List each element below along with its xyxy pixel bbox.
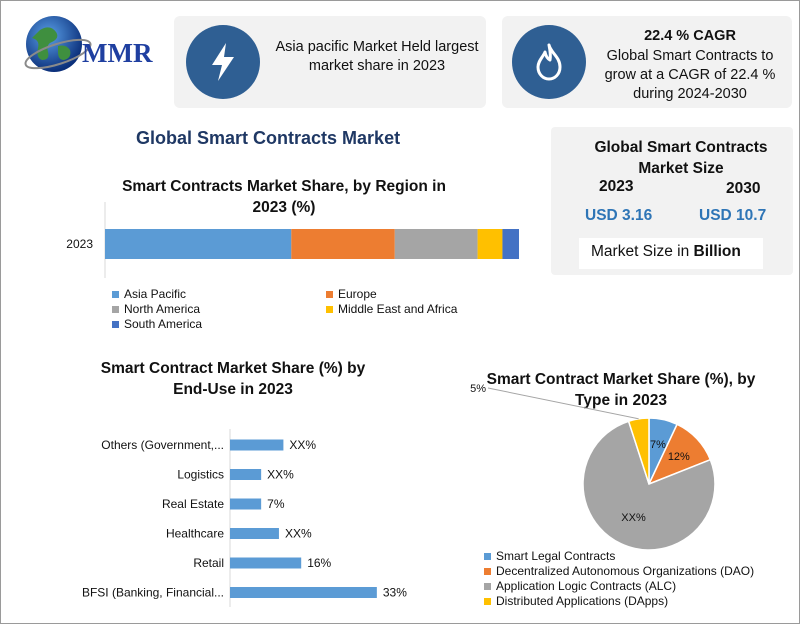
logo-text: MMR bbox=[82, 38, 153, 68]
legend-label: North America bbox=[124, 302, 201, 316]
legend-label: Distributed Applications (DApps) bbox=[496, 594, 669, 608]
region-legend-item: North America bbox=[112, 302, 200, 316]
region-bar-segment bbox=[291, 229, 395, 259]
legend-swatch bbox=[112, 305, 119, 313]
pie-legend-item: Decentralized Autonomous Organizations (… bbox=[484, 564, 754, 578]
region-chart-title: Smart Contracts Market Share, by Region … bbox=[122, 178, 446, 216]
enduse-data-label: XX% bbox=[267, 468, 294, 482]
region-bar-segment bbox=[477, 229, 503, 259]
pie-legend-item: Application Logic Contracts (ALC) bbox=[484, 579, 676, 593]
market-size-value-2030: USD 10.7 bbox=[699, 207, 767, 224]
lightning-icon bbox=[212, 43, 234, 81]
logo: MMR bbox=[18, 10, 168, 80]
enduse-bar bbox=[230, 587, 377, 598]
globe-icon bbox=[24, 16, 92, 72]
pie-data-label: XX% bbox=[621, 512, 646, 524]
legend-swatch bbox=[112, 290, 119, 298]
enduse-bar bbox=[230, 528, 279, 539]
legend-swatch bbox=[484, 567, 491, 575]
enduse-category-label: BFSI (Banking, Financial... bbox=[82, 586, 224, 600]
market-size-unit-box: Market Size in Billion bbox=[579, 238, 763, 269]
pie-data-label: 12% bbox=[668, 451, 690, 463]
region-highlight-card: Asia pacific Market Held largest market … bbox=[174, 16, 486, 108]
market-size-card: Global Smart Contracts Market Size 2023 … bbox=[551, 127, 793, 275]
legend-label: Middle East and Africa bbox=[338, 302, 458, 316]
region-legend: Asia Pacific Europe North America Middle Ea… bbox=[112, 287, 492, 335]
legend-swatch bbox=[326, 290, 333, 298]
enduse-bar bbox=[230, 439, 284, 451]
legend-label: Decentralized Autonomous Organizations (… bbox=[496, 564, 755, 578]
enduse-category-label: Real Estate bbox=[162, 497, 224, 511]
region-legend-item: Asia Pacific bbox=[112, 287, 186, 301]
region-category-label: 2023 bbox=[66, 237, 93, 251]
region-stacked-bar-chart: 2023 bbox=[66, 202, 519, 278]
lightning-icon-badge bbox=[186, 25, 260, 99]
region-legend-item: South America bbox=[112, 317, 202, 331]
cagr-text: Global Smart Contracts to grow at a CAGR… bbox=[604, 48, 776, 102]
enduse-bar bbox=[230, 469, 262, 480]
enduse-category-label: Others (Government,... bbox=[101, 438, 224, 452]
enduse-bar bbox=[230, 557, 302, 569]
market-size-year-2023: 2023 bbox=[599, 178, 634, 195]
enduse-category-label: Healthcare bbox=[166, 527, 224, 541]
legend-swatch bbox=[484, 552, 491, 560]
flame-icon-badge bbox=[512, 25, 586, 99]
enduse-data-label: 7% bbox=[267, 497, 285, 511]
legend-label: Smart Legal Contracts bbox=[496, 549, 616, 563]
pie-leader-line bbox=[487, 387, 639, 420]
market-size-year-2030: 2030 bbox=[726, 180, 761, 197]
market-size-unit-prefix: Market Size in bbox=[591, 243, 694, 260]
legend-label: Asia Pacific bbox=[124, 287, 187, 301]
enduse-data-label: 33% bbox=[383, 586, 407, 600]
region-legend-item: Europe bbox=[326, 287, 377, 301]
pie-legend-item: Smart Legal Contracts bbox=[484, 549, 615, 563]
type-pie-legend: Smart Legal Contracts Decentralized Auton… bbox=[484, 549, 784, 613]
type-pie-chart: 7%12% XX% 5% bbox=[470, 383, 716, 551]
region-bar-segment bbox=[502, 229, 519, 259]
enduse-data-label: 16% bbox=[307, 556, 331, 570]
enduse-data-label: XX% bbox=[289, 438, 316, 452]
legend-swatch bbox=[484, 597, 491, 605]
enduse-bar bbox=[230, 498, 262, 510]
enduse-bar-chart: Others (Government,... XX% Logistics XX% Rea… bbox=[82, 429, 407, 607]
cagr-title: 22.4 % CAGR bbox=[644, 28, 736, 44]
cagr-card: 22.4 % CAGR Global Smart Contracts to gr… bbox=[502, 16, 792, 108]
region-bar-segment bbox=[105, 229, 292, 259]
pie-slice bbox=[582, 420, 716, 551]
market-size-unit-bold: Billion bbox=[693, 243, 741, 260]
enduse-category-label: Logistics bbox=[177, 468, 224, 482]
enduse-chart-title: Smart Contract Market Share (%) by End-U… bbox=[100, 360, 366, 398]
pie-slice bbox=[627, 417, 650, 485]
region-highlight-text: Asia pacific Market Held largest market … bbox=[275, 39, 479, 74]
pie-data-label: 7% bbox=[650, 439, 666, 451]
enduse-data-label: XX% bbox=[285, 527, 312, 541]
flame-icon bbox=[536, 43, 562, 81]
legend-label: South America bbox=[124, 317, 203, 331]
market-size-value-2023: USD 3.16 bbox=[585, 207, 653, 224]
legend-label: Application Logic Contracts (ALC) bbox=[496, 579, 677, 593]
type-pie-title: Smart Contract Market Share (%), by Type… bbox=[486, 371, 756, 409]
legend-swatch bbox=[326, 305, 333, 313]
pie-data-label: 5% bbox=[470, 383, 486, 395]
legend-swatch bbox=[112, 320, 119, 328]
main-title: Global Smart Contracts Market bbox=[136, 128, 401, 148]
enduse-category-label: Retail bbox=[193, 556, 224, 570]
market-size-title: Global Smart Contracts Market Size bbox=[594, 139, 768, 177]
legend-label: Europe bbox=[338, 287, 377, 301]
region-bar-segment bbox=[394, 229, 478, 259]
legend-swatch bbox=[484, 582, 491, 590]
region-legend-item: Middle East and Africa bbox=[326, 302, 457, 316]
pie-legend-item: Distributed Applications (DApps) bbox=[484, 594, 668, 608]
